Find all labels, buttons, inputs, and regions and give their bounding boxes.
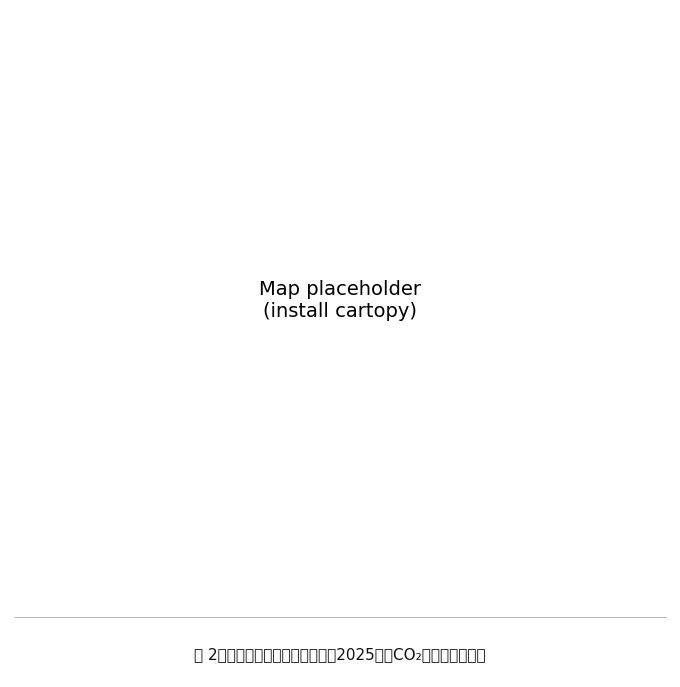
Text: 図 2　アジア太平洋地域における2025年のCO₂排出量の推定値: 図 2 アジア太平洋地域における2025年のCO₂排出量の推定値: [194, 647, 486, 662]
Text: Map placeholder
(install cartopy): Map placeholder (install cartopy): [259, 280, 421, 321]
